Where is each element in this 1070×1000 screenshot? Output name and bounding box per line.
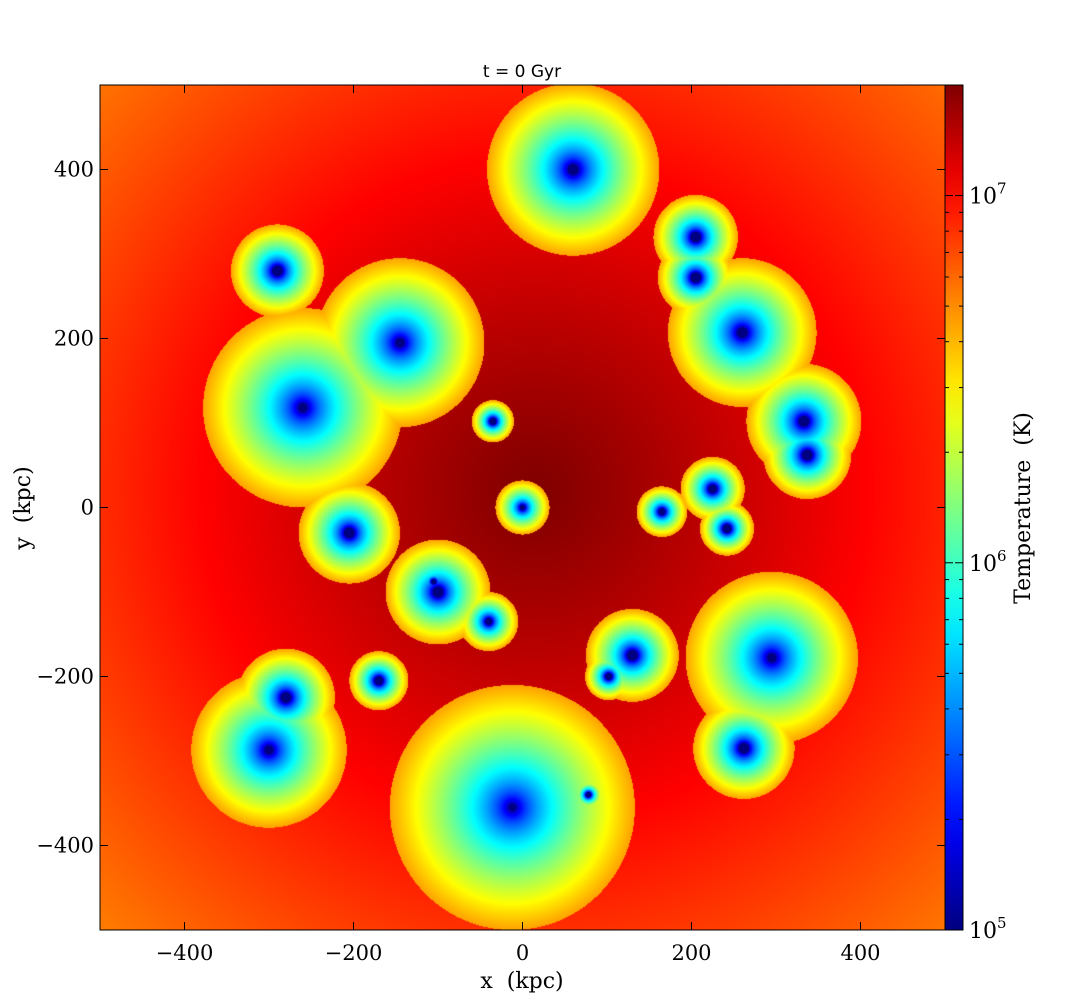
y-axis: −400 −200 0 200 400 (36, 158, 945, 858)
x-tick-label: 200 (671, 941, 711, 965)
colorbar-label: Temperature (K) (1011, 412, 1036, 604)
y-tick-label: 0 (81, 496, 94, 520)
x-tick-label: 400 (840, 941, 880, 965)
x-tick-label: −400 (156, 941, 214, 965)
temperature-heatmap (100, 85, 945, 930)
colorbar-tick-label: 107 (969, 180, 1007, 210)
y-tick-label: −400 (36, 834, 94, 858)
colorbar-ticks: 105 106 107 (945, 180, 1007, 944)
heatmap-plot-area (100, 85, 945, 930)
y-tick-label: 400 (54, 158, 94, 182)
colorbar (944, 84, 964, 931)
y-axis-label: y (kpc) (11, 466, 36, 550)
x-axis: −400 −200 0 200 400 (156, 85, 881, 965)
chart-title: t = 0 Gyr (483, 62, 561, 82)
colorbar-tick-label: 105 (969, 914, 1007, 944)
x-tick-label: −200 (325, 941, 383, 965)
x-axis-label: x (kpc) (480, 969, 563, 994)
y-tick-label: 200 (54, 327, 94, 351)
y-tick-label: −200 (36, 665, 94, 689)
x-tick-label: 0 (516, 941, 529, 965)
colorbar-tick-label: 106 (969, 547, 1007, 577)
